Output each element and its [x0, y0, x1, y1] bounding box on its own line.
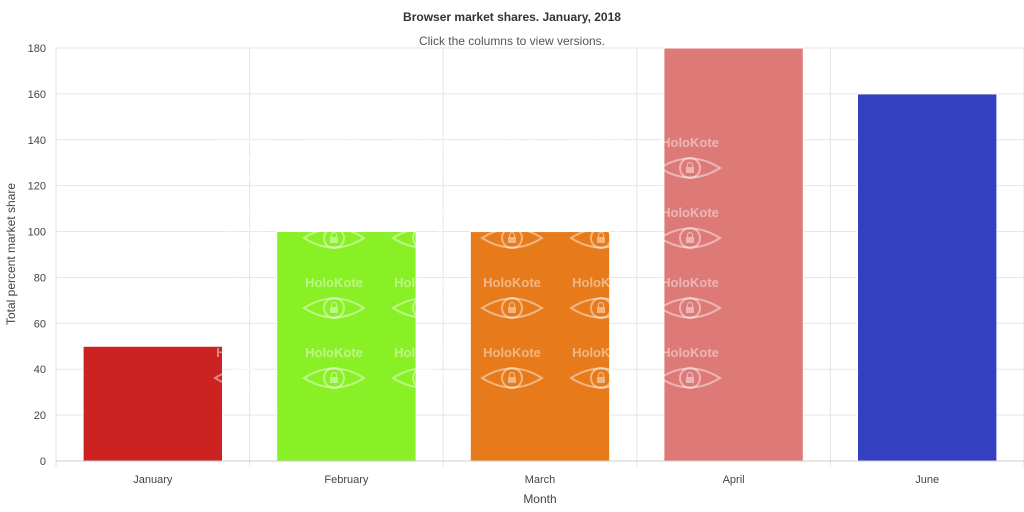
watermark-label: HoloKote: [661, 135, 719, 150]
watermark-label: HoloKote: [483, 205, 541, 220]
watermark-label: HoloKote: [305, 135, 363, 150]
y-tick-label: 160: [28, 89, 46, 101]
y-tick-label: 20: [34, 410, 46, 422]
watermark-eye-lock-icon: HoloKote: [480, 345, 544, 389]
watermark-eye-lock-icon: HoloKote: [391, 345, 455, 389]
watermark-label: HoloKote: [661, 345, 719, 360]
watermark-label: HoloKote: [661, 205, 719, 220]
watermark-label: HoloKote: [394, 135, 452, 150]
axes: 0 20 40 60 80 100 120 140 160 180 January February M…: [28, 43, 1024, 486]
watermark-eye-lock-icon: HoloKote: [302, 275, 366, 319]
watermark-label: HoloKote: [216, 275, 274, 290]
watermark-eye-lock-icon: HoloKote: [480, 205, 544, 249]
bar-april[interactable]: [663, 47, 804, 462]
watermark-eye-lock-icon: HoloKote: [213, 135, 277, 179]
bar-june[interactable]: [857, 93, 998, 462]
watermark-label: HoloKote: [572, 205, 630, 220]
x-tick-label: January: [133, 474, 173, 486]
bar-january[interactable]: [82, 345, 223, 462]
watermark-label: HoloKote: [483, 275, 541, 290]
watermark-eye-lock-icon: HoloKote: [213, 275, 277, 319]
watermark-label: HoloKote: [305, 275, 363, 290]
x-tick-label: March: [525, 474, 556, 486]
watermark-label: HoloKote: [394, 275, 452, 290]
y-tick-label: 60: [34, 318, 46, 330]
y-tick-label: 100: [28, 227, 46, 239]
watermark-eye-lock-icon: HoloKote: [658, 275, 722, 319]
watermark-label: HoloKote: [216, 205, 274, 220]
bar-march[interactable]: [469, 231, 611, 462]
watermark-label: HoloKote: [216, 345, 274, 360]
watermark-label: HoloKote: [572, 345, 630, 360]
watermark-eye-lock-icon: HoloKote: [569, 275, 633, 319]
y-tick-label: 40: [34, 364, 46, 376]
x-tick-label: June: [915, 474, 939, 486]
watermark-label: HoloKote: [394, 345, 452, 360]
watermark-label: HoloKote: [483, 345, 541, 360]
watermark-eye-lock-icon: HoloKote: [569, 345, 633, 389]
y-tick-label: 140: [28, 135, 46, 147]
y-tick-label: 120: [28, 181, 46, 193]
y-tick-label: 180: [28, 43, 46, 55]
watermark-label: HoloKote: [305, 345, 363, 360]
y-axis-title: Total percent market share: [4, 183, 18, 325]
watermark-eye-lock-icon: HoloKote: [569, 205, 633, 249]
watermark-eye-lock-icon: HoloKote: [658, 135, 722, 179]
watermark-eye-lock-icon: HoloKote: [391, 135, 455, 179]
x-tick-label: April: [723, 474, 745, 486]
x-tick-label: February: [324, 474, 369, 486]
watermark-eye-lock-icon: HoloKote: [480, 135, 544, 179]
watermark-eye-lock-icon: HoloKote: [391, 275, 455, 319]
watermark-eye-lock-icon: HoloKote: [480, 275, 544, 319]
y-tick-label: 0: [40, 456, 46, 468]
y-tick-label: 80: [34, 272, 46, 284]
chart-title: Browser market shares. January, 2018: [403, 10, 621, 24]
watermark-label: HoloKote: [394, 205, 452, 220]
x-axis-title: Month: [523, 492, 556, 506]
watermark-overlay: HoloKote HoloKote HoloKote HoloKote HoloKote…: [213, 135, 722, 389]
watermark-eye-lock-icon: HoloKote: [569, 135, 633, 179]
watermark-label: HoloKote: [572, 135, 630, 150]
watermark-label: HoloKote: [216, 135, 274, 150]
watermark-eye-lock-icon: HoloKote: [302, 345, 366, 389]
watermark-label: HoloKote: [572, 275, 630, 290]
watermark-eye-lock-icon: HoloKote: [213, 205, 277, 249]
bar-february[interactable]: [276, 231, 417, 462]
watermark-label: HoloKote: [483, 135, 541, 150]
watermark-eye-lock-icon: HoloKote: [658, 205, 722, 249]
watermark-eye-lock-icon: HoloKote: [213, 345, 277, 389]
watermark-label: HoloKote: [305, 205, 363, 220]
watermark-label: HoloKote: [661, 275, 719, 290]
watermark-eye-lock-icon: HoloKote: [391, 205, 455, 249]
chart-subtitle: Click the columns to view versions.: [419, 34, 605, 48]
bars[interactable]: [82, 47, 998, 462]
watermark-eye-lock-icon: HoloKote: [302, 205, 366, 249]
watermark-eye-lock-icon: HoloKote: [658, 345, 722, 389]
watermark-eye-lock-icon: HoloKote: [302, 135, 366, 179]
